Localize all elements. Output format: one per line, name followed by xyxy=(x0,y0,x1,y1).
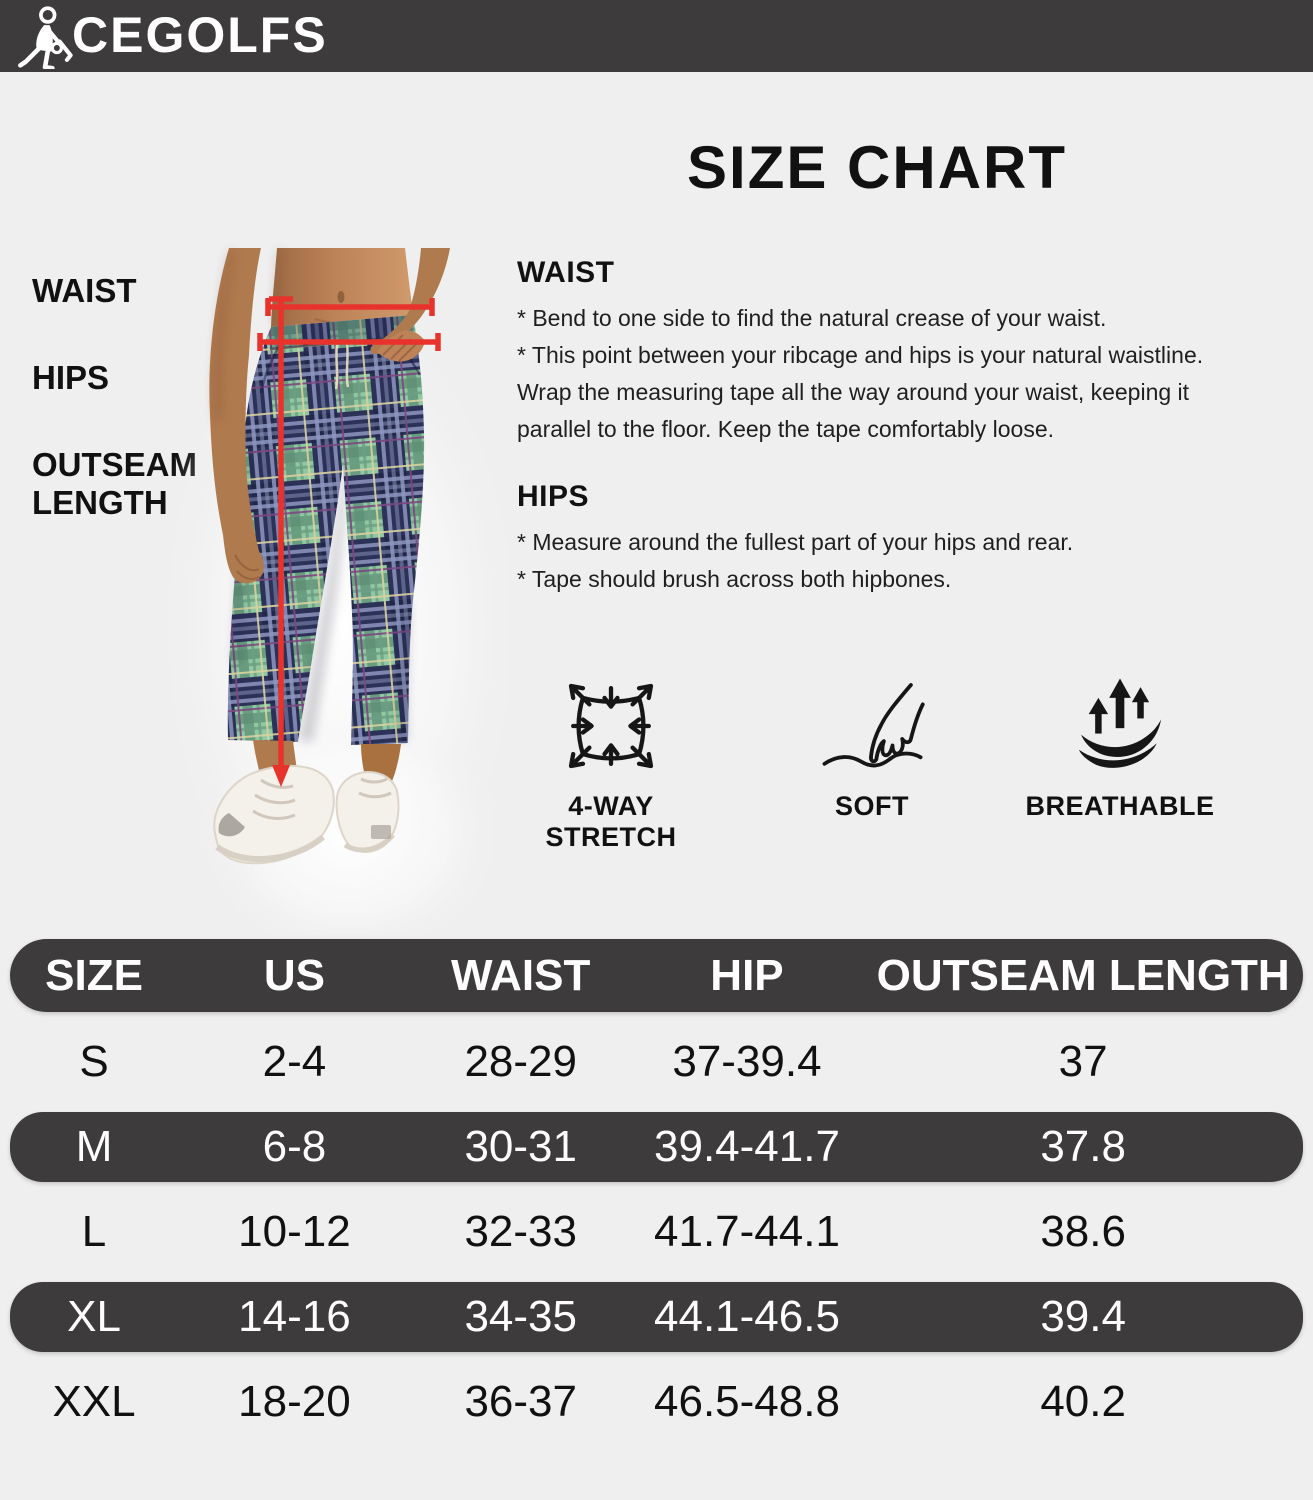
golfer-logo-icon xyxy=(18,6,73,69)
model-torso xyxy=(271,248,413,327)
measurement-lines xyxy=(257,296,441,787)
cell-us: 14-16 xyxy=(238,1292,351,1341)
outseam-arrowhead xyxy=(272,765,290,787)
feature-label-soft: SOFT xyxy=(835,791,909,821)
cell-us: 10-12 xyxy=(238,1207,351,1256)
col-header-size: SIZE xyxy=(45,950,143,1000)
cell-us: 6-8 xyxy=(262,1122,327,1171)
table-row-xl: XL 14-16 34-35 44.1-46.5 39.4 xyxy=(10,1282,1303,1352)
hips-instructions: HIPS * Measure around the fullest part o… xyxy=(517,480,1307,598)
white-sneakers xyxy=(213,764,400,865)
cell-outseam: 40.2 xyxy=(1040,1377,1126,1426)
breathable-icon xyxy=(1078,678,1162,768)
model-photo xyxy=(150,235,530,965)
table-row-s: S 2-4 28-29 37-39.4 37 xyxy=(10,1012,1303,1112)
model-figure-illustration xyxy=(150,248,530,965)
model-right-arm xyxy=(209,248,264,584)
waist-line-1: * Bend to one side to find the natural c… xyxy=(517,305,1107,331)
page-title: SIZE CHART xyxy=(687,134,1067,201)
size-table: SIZE US WAIST HIP OUTSEAM LENGTH S 2-4 2… xyxy=(10,939,1303,1452)
table-row-l: L 10-12 32-33 41.7-44.1 38.6 xyxy=(10,1182,1303,1282)
cell-us: 2-4 xyxy=(262,1037,327,1086)
cell-hip: 39.4-41.7 xyxy=(654,1122,840,1171)
cell-waist: 30-31 xyxy=(464,1122,577,1171)
table-row-xxl: XXL 18-20 36-37 46.5-48.8 40.2 xyxy=(10,1352,1303,1452)
col-header-us: US xyxy=(263,950,325,1000)
col-header-outseam: OUTSEAM LENGTH xyxy=(876,950,1290,1000)
cell-hip: 41.7-44.1 xyxy=(654,1207,840,1256)
cell-waist: 36-37 xyxy=(464,1377,577,1426)
cell-outseam: 39.4 xyxy=(1040,1292,1126,1341)
diagram-label-waist: WAIST xyxy=(32,272,137,309)
cell-size: XXL xyxy=(52,1377,136,1426)
hips-line-1: * Measure around the fullest part of you… xyxy=(517,529,1074,555)
size-table-header: SIZE US WAIST HIP OUTSEAM LENGTH xyxy=(10,939,1303,1012)
hip-measure-line xyxy=(257,333,441,351)
hips-instructions-title: HIPS xyxy=(517,480,590,513)
waist-line-2: * This point between your ribcage and hi… xyxy=(517,342,1204,368)
cell-outseam: 38.6 xyxy=(1040,1207,1126,1256)
four-way-stretch-icon xyxy=(568,683,654,769)
cell-waist: 34-35 xyxy=(464,1292,577,1341)
waist-instructions-title: WAIST xyxy=(517,256,615,289)
col-header-hip: HIP xyxy=(710,950,784,1000)
feature-label-4-way-stretch: 4-WAY STRETCH xyxy=(545,791,677,852)
feature-4-way-stretch: 4-WAY STRETCH xyxy=(501,672,721,853)
outseam-measure-line xyxy=(269,296,293,769)
cell-waist: 28-29 xyxy=(464,1037,577,1086)
waist-instructions: WAIST * Bend to one side to find the nat… xyxy=(517,256,1307,448)
cell-waist: 32-33 xyxy=(464,1207,577,1256)
brand-bar: CEGOLFS xyxy=(0,0,1313,72)
table-row-m: M 6-8 30-31 39.4-41.7 37.8 xyxy=(10,1112,1303,1182)
hips-line-2: * Tape should brush across both hipbones… xyxy=(517,566,952,592)
cell-size: L xyxy=(81,1207,107,1256)
waist-line-3: Wrap the measuring tape all the way arou… xyxy=(517,379,1190,405)
soft-icon xyxy=(822,683,925,768)
feature-label-breathable: BREATHABLE xyxy=(1025,791,1215,821)
waist-line-4: parallel to the floor. Keep the tape com… xyxy=(517,416,1054,442)
waist-measure-line xyxy=(265,298,435,316)
diagram-label-hips: HIPS xyxy=(32,359,110,396)
cell-outseam: 37.8 xyxy=(1040,1122,1126,1171)
cell-outseam: 37 xyxy=(1058,1037,1108,1086)
feature-soft: SOFT xyxy=(762,672,982,822)
cell-size: M xyxy=(75,1122,113,1171)
cell-hip: 44.1-46.5 xyxy=(654,1292,840,1341)
cell-size: S xyxy=(79,1037,109,1086)
cell-hip: 37-39.4 xyxy=(672,1037,822,1086)
col-header-waist: WAIST xyxy=(451,950,591,1000)
cell-us: 18-20 xyxy=(238,1377,351,1426)
brand-wordmark: CEGOLFS xyxy=(72,7,328,63)
cell-hip: 46.5-48.8 xyxy=(654,1377,840,1426)
feature-breathable: BREATHABLE xyxy=(1010,672,1230,822)
cell-size: XL xyxy=(67,1292,121,1341)
